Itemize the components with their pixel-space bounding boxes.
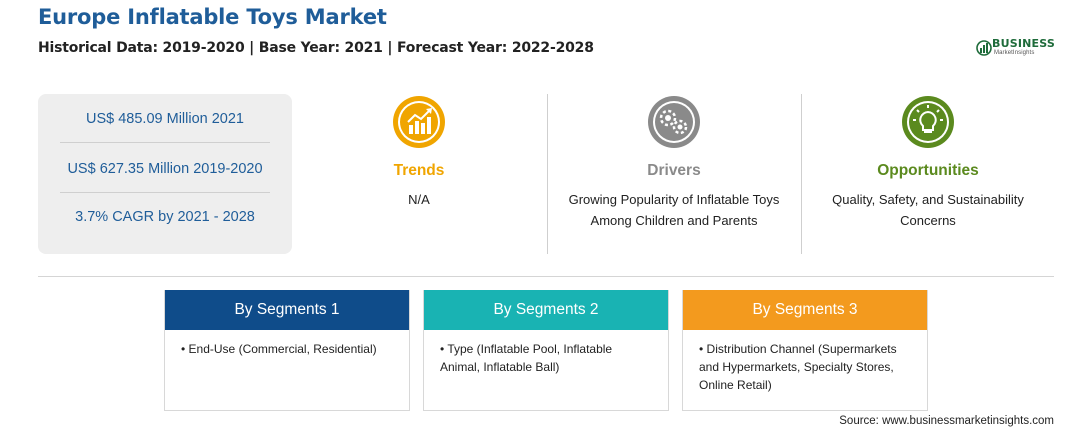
segment-1-list: • End-Use (Commercial, Residential) xyxy=(165,330,409,358)
stat-divider xyxy=(60,192,270,193)
logo-word: BUSINESS xyxy=(992,37,1056,50)
column-divider xyxy=(547,94,548,254)
column-divider xyxy=(801,94,802,254)
segment-3-title: By Segments 3 xyxy=(683,290,927,330)
segment-3-item: Distribution Channel (Supermarkets and H… xyxy=(699,342,897,392)
page-subtitle: Historical Data: 2019-2020 | Base Year: … xyxy=(38,40,594,56)
section-divider xyxy=(38,276,1054,277)
segment-card-2: By Segments 2 • Type (Inflatable Pool, I… xyxy=(423,290,669,411)
page-title: Europe Inflatable Toys Market xyxy=(38,5,387,29)
logo-subword: MarketInsights xyxy=(994,50,1035,56)
bullet-icon: • xyxy=(699,342,707,356)
stat-cagr: 3.7% CAGR by 2021 - 2028 xyxy=(75,209,255,225)
segment-card-3: By Segments 3 • Distribution Channel (Su… xyxy=(682,290,928,411)
opportunities-title: Opportunities xyxy=(877,162,979,179)
segment-1-item: End-Use (Commercial, Residential) xyxy=(188,342,377,356)
segment-2-title: By Segments 2 xyxy=(424,290,668,330)
segment-3-list: • Distribution Channel (Supermarkets and… xyxy=(683,330,927,394)
segment-1-title: By Segments 1 xyxy=(165,290,409,330)
bullet-icon: • xyxy=(440,342,448,356)
drivers-column: Drivers Growing Popularity of Inflatable… xyxy=(554,95,794,231)
lightbulb-icon xyxy=(902,96,954,148)
opportunities-column: Opportunities Quality, Safety, and Susta… xyxy=(808,95,1048,231)
trends-text: N/A xyxy=(408,192,430,207)
segment-2-item: Type (Inflatable Pool, Inflatable Animal… xyxy=(440,342,613,374)
trend-chart-icon xyxy=(393,96,445,148)
source-note: Source: www.businessmarketinsights.com xyxy=(839,415,1054,427)
stat-market-size-historical: US$ 627.35 Million 2019-2020 xyxy=(67,161,263,177)
stat-market-size-2021: US$ 485.09 Million 2021 xyxy=(86,111,244,127)
gears-icon xyxy=(648,96,700,148)
segment-2-list: • Type (Inflatable Pool, Inflatable Anim… xyxy=(424,330,668,376)
trends-column: Trends N/A xyxy=(299,95,539,210)
drivers-text: Growing Popularity of Inflatable Toys Am… xyxy=(568,192,780,228)
opportunities-text: Quality, Safety, and Sustainability Conc… xyxy=(832,192,1024,228)
logo-globe-icon xyxy=(976,40,992,56)
drivers-title: Drivers xyxy=(647,162,701,179)
brand-logo: BUSINESS MarketInsights xyxy=(976,36,1061,62)
bullet-icon: • xyxy=(181,342,189,356)
trends-title: Trends xyxy=(393,162,445,179)
stats-panel: US$ 485.09 Million 2021 US$ 627.35 Milli… xyxy=(38,94,292,254)
stat-divider xyxy=(60,142,270,143)
segment-card-1: By Segments 1 • End-Use (Commercial, Res… xyxy=(164,290,410,411)
